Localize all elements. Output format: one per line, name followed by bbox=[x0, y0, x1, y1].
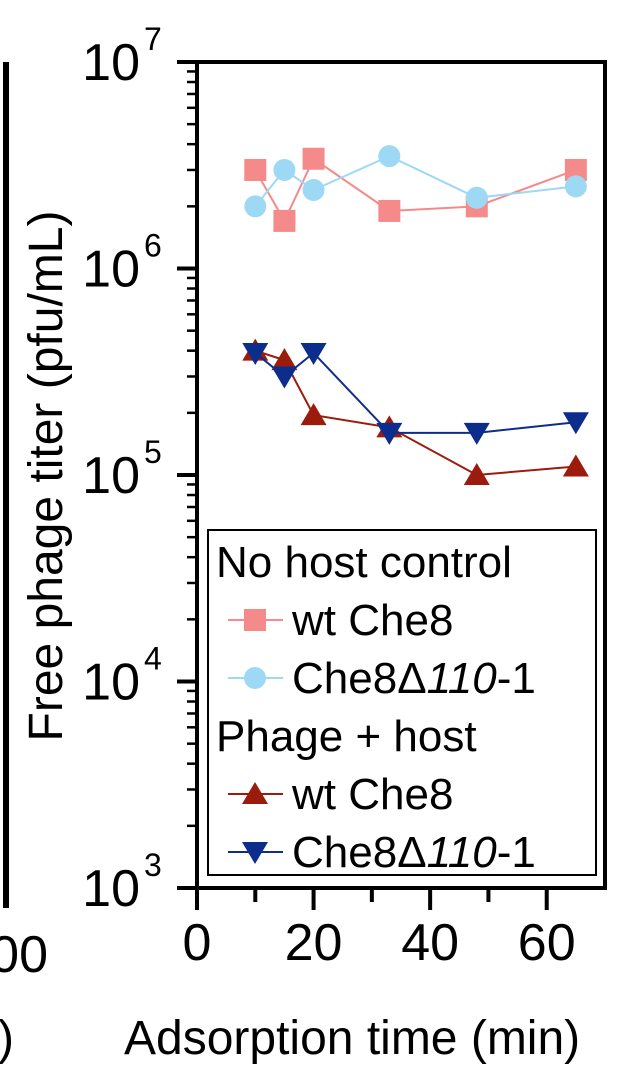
y-tick-label: 10 bbox=[82, 654, 140, 712]
series-line bbox=[254, 349, 576, 477]
y-tick-exponent: 7 bbox=[144, 21, 162, 57]
data-point bbox=[273, 209, 296, 232]
series-2 bbox=[242, 338, 589, 485]
data-point bbox=[562, 454, 589, 477]
legend: No host control wt Che8 Che8Δ110-1 Phage + … bbox=[207, 529, 597, 877]
y-tick-label: 10 bbox=[82, 860, 140, 918]
left-panel-fragment: 00 ) bbox=[0, 62, 48, 1065]
data-point bbox=[463, 463, 490, 485]
y-tick-label: 10 bbox=[82, 241, 140, 299]
data-point bbox=[271, 366, 298, 389]
legend-marker bbox=[244, 609, 266, 631]
y-tick-exponent: 6 bbox=[144, 228, 162, 264]
y-axis-title: Free phage titer (pfu/mL) bbox=[20, 211, 73, 742]
x-tick-label: 40 bbox=[401, 914, 459, 972]
x-axis-title: Adsorption time (min) bbox=[124, 1012, 580, 1065]
legend-marker bbox=[242, 842, 268, 864]
data-point bbox=[465, 186, 488, 209]
legend-marker bbox=[244, 667, 266, 689]
data-point bbox=[244, 195, 267, 218]
x-tick-label: 20 bbox=[285, 914, 343, 972]
x-tick-label: 60 bbox=[518, 914, 576, 972]
x-ticks bbox=[195, 888, 549, 910]
left-panel-label-fragment: ) bbox=[0, 1012, 14, 1065]
legend-box bbox=[207, 529, 597, 876]
legend-entry-label: wt Che8 bbox=[291, 770, 453, 819]
data-point bbox=[562, 412, 589, 435]
data-point bbox=[564, 158, 587, 181]
series-1 bbox=[244, 145, 587, 218]
legend-entry-label: Che8Δ110-1 bbox=[292, 654, 536, 703]
y-tick-label: 10 bbox=[82, 447, 140, 505]
legend-group-title: No host control bbox=[216, 538, 512, 587]
x-tick-label: 0 bbox=[183, 914, 212, 972]
data-point bbox=[302, 178, 325, 201]
data-point bbox=[564, 175, 587, 198]
y-ticks bbox=[177, 60, 197, 890]
data-point bbox=[242, 342, 269, 365]
y-tick-exponent: 5 bbox=[144, 434, 162, 470]
data-point bbox=[463, 422, 490, 445]
data-point bbox=[378, 199, 401, 222]
series-0 bbox=[244, 147, 587, 232]
series-3 bbox=[242, 342, 589, 445]
data-point bbox=[376, 422, 403, 445]
data-point bbox=[273, 158, 296, 181]
y-tick-label: 10 bbox=[82, 34, 140, 92]
data-point bbox=[244, 158, 267, 181]
data-point bbox=[300, 403, 327, 426]
left-panel-tick-label: 00 bbox=[0, 926, 48, 984]
legend-entry-label: Che8Δ110-1 bbox=[292, 828, 536, 877]
y-tick-exponent: 4 bbox=[144, 641, 162, 677]
data-point bbox=[378, 145, 401, 168]
y-tick-exponent: 3 bbox=[144, 847, 162, 883]
data-point bbox=[300, 342, 327, 365]
x-tick-labels: 0 20 40 60 bbox=[183, 914, 576, 972]
data-point bbox=[302, 147, 325, 170]
legend-marker bbox=[242, 782, 268, 804]
legend-group-title: Phage + host bbox=[216, 712, 477, 761]
legend-entry-label: wt Che8 bbox=[291, 596, 453, 645]
series-layer bbox=[242, 145, 589, 485]
data-point bbox=[271, 348, 298, 371]
